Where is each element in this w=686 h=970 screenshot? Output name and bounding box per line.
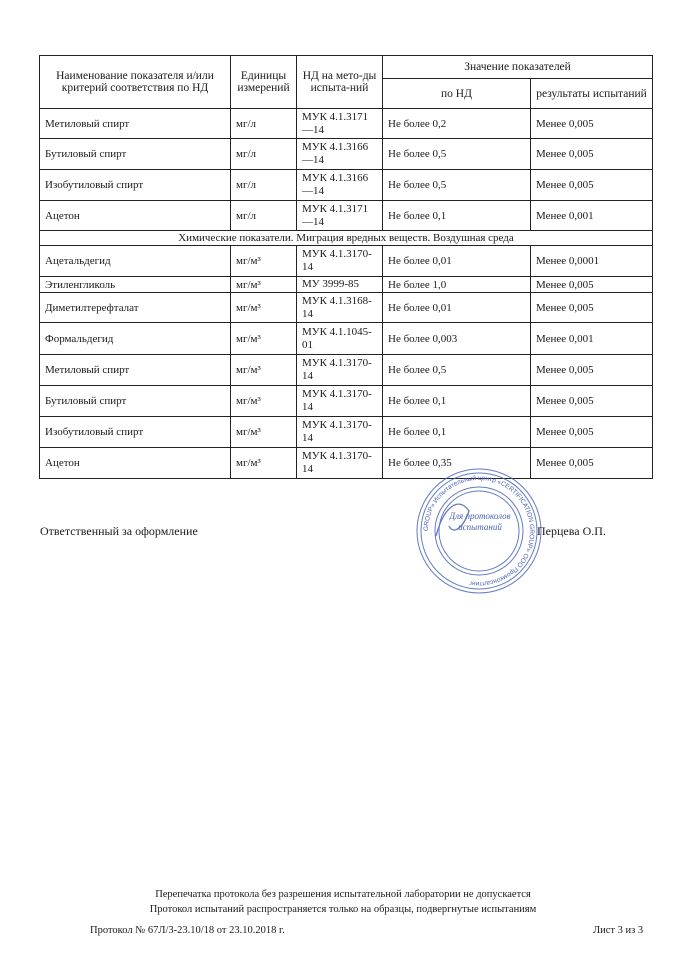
cell-method: МУК 4.1.3171—14: [296, 108, 383, 139]
cell-unit: мг/л: [230, 169, 297, 201]
signature-label: Ответственный за оформление: [40, 524, 198, 538]
table-row: Ацетальдегид мг/м³ МУК 4.1.3170-14 Не более…: [39, 245, 654, 277]
header-norm: по НД: [382, 78, 531, 109]
cell-result: Менее 0,005: [529, 138, 654, 170]
cell-unit: мг/м³: [230, 292, 297, 323]
cell-name: Метиловый спирт: [39, 108, 231, 139]
cell-result: Менее 0,005: [529, 354, 654, 386]
cell-method: МУ 3999-85: [296, 276, 383, 293]
cell-method: МУК 4.1.3168-14: [296, 292, 383, 323]
cell-norm: Не более 0,003: [382, 322, 531, 355]
sheet-number: Лист 3 из 3: [593, 925, 644, 936]
cell-norm: Не более 0,1: [382, 385, 531, 417]
header-result: результаты испытаний: [529, 78, 654, 109]
cell-name: Этиленгликоль: [39, 276, 231, 293]
cell-result: Менее 0,005: [529, 108, 654, 139]
cell-method: МУК 4.1.3166—14: [296, 138, 383, 170]
cell-result: Менее 0,005: [529, 416, 654, 448]
stamp-center-text: Для протоколов испытаний: [449, 511, 511, 532]
cell-norm: Не более 0,5: [382, 354, 531, 386]
cell-name: Изобутиловый спирт: [39, 416, 231, 448]
cell-norm: Не более 0,35: [382, 447, 531, 479]
stamp-seal: GROUP» Испытательный центр «CERTIFICATIO…: [416, 468, 542, 594]
cell-unit: мг/м³: [230, 354, 297, 386]
footer-note-reprint: Перепечатка протокола без разрешения исп…: [155, 889, 531, 900]
cell-result: Менее 0,005: [529, 292, 654, 323]
cell-result: Менее 0,001: [529, 200, 654, 231]
cell-unit: мг/м³: [230, 245, 297, 277]
cell-unit: мг/л: [230, 108, 297, 139]
protocol-number: Протокол № 67Л/3-23.10/18 от 23.10.2018 …: [90, 925, 285, 936]
signature-name: Перцева О.П.: [537, 524, 606, 538]
cell-norm: Не более 1,0: [382, 276, 531, 293]
cell-method: МУК 4.1.3166—14: [296, 169, 383, 201]
cell-result: Менее 0,0001: [529, 245, 654, 277]
table-row: Ацетон мг/л МУК 4.1.3171—14 Не более 0,1 Мен…: [39, 200, 654, 231]
table-row: Изобутиловый спирт мг/л МУК 4.1.3166—14 Не …: [39, 169, 654, 201]
table-row: Бутиловый спирт мг/л МУК 4.1.3166—14 Не бол…: [39, 138, 654, 170]
cell-method: МУК 4.1.1045-01: [296, 322, 383, 355]
cell-unit: мг/м³: [230, 416, 297, 448]
cell-method: МУК 4.1.3170-14: [296, 447, 383, 479]
table-row: Формальдегид мг/м³ МУК 4.1.1045-01 Не более…: [39, 322, 654, 355]
cell-unit: мг/м³: [230, 385, 297, 417]
cell-norm: Не более 0,1: [382, 200, 531, 231]
cell-unit: мг/л: [230, 138, 297, 170]
table-row: Этиленгликоль мг/м³ МУ 3999-85 Не более 1,0…: [39, 276, 654, 293]
cell-name: Метиловый спирт: [39, 354, 231, 386]
cell-norm: Не более 0,5: [382, 138, 531, 170]
cell-name: Ацетон: [39, 447, 231, 479]
footer-note-scope: Протокол испытаний распространяется толь…: [149, 904, 537, 915]
cell-name: Диметилтерефталат: [39, 292, 231, 323]
header-values: Значение показателей: [381, 55, 654, 79]
table-row: Метиловый спирт мг/м³ МУК 4.1.3170-14 Не бо…: [39, 354, 654, 386]
section-title: Химические показатели. Миграция вредных …: [38, 230, 654, 246]
cell-name: Бутиловый спирт: [39, 138, 231, 170]
cell-norm: Не более 0,01: [382, 292, 531, 323]
header-units: Единицы измерений: [230, 55, 297, 109]
results-table: Наименование показателя и/или критерий с…: [38, 55, 654, 479]
cell-result: Менее 0,001: [529, 322, 654, 355]
cell-norm: Не более 0,5: [382, 169, 531, 201]
cell-method: МУК 4.1.3170-14: [296, 354, 383, 386]
cell-result: Менее 0,005: [529, 447, 654, 479]
cell-name: Формальдегид: [39, 322, 231, 355]
cell-method: МУК 4.1.3171—14: [296, 200, 383, 231]
table-row: Изобутиловый спирт мг/м³ МУК 4.1.3170-14 Не…: [39, 416, 654, 448]
cell-name: Ацетальдегид: [39, 245, 231, 277]
cell-unit: мг/м³: [230, 322, 297, 355]
cell-result: Менее 0,005: [529, 385, 654, 417]
cell-name: Бутиловый спирт: [39, 385, 231, 417]
cell-method: МУК 4.1.3170-14: [296, 245, 383, 277]
cell-method: МУК 4.1.3170-14: [296, 385, 383, 417]
cell-unit: мг/м³: [230, 276, 297, 293]
cell-norm: Не более 0,2: [382, 108, 531, 139]
header-name: Наименование показателя и/или критерий с…: [39, 55, 231, 109]
cell-unit: мг/л: [230, 200, 297, 231]
table-row: Бутиловый спирт мг/м³ МУК 4.1.3170-14 Не бо…: [39, 385, 654, 417]
table-row: Диметилтерефталат мг/м³ МУК 4.1.3168-14 Не …: [39, 292, 654, 323]
header-method: НД на мето-ды испыта-ний: [296, 55, 383, 109]
cell-name: Изобутиловый спирт: [39, 169, 231, 201]
table-row: Метиловый спирт мг/л МУК 4.1.3171—14 Не бол…: [39, 108, 654, 139]
cell-norm: Не более 0,1: [382, 416, 531, 448]
cell-result: Менее 0,005: [529, 169, 654, 201]
cell-method: МУК 4.1.3170-14: [296, 416, 383, 448]
table-row: Ацетон мг/м³ МУК 4.1.3170-14 Не более 0,35 М…: [39, 447, 654, 479]
cell-norm: Не более 0,01: [382, 245, 531, 277]
cell-result: Менее 0,005: [529, 276, 654, 293]
cell-unit: мг/м³: [230, 447, 297, 479]
cell-name: Ацетон: [39, 200, 231, 231]
